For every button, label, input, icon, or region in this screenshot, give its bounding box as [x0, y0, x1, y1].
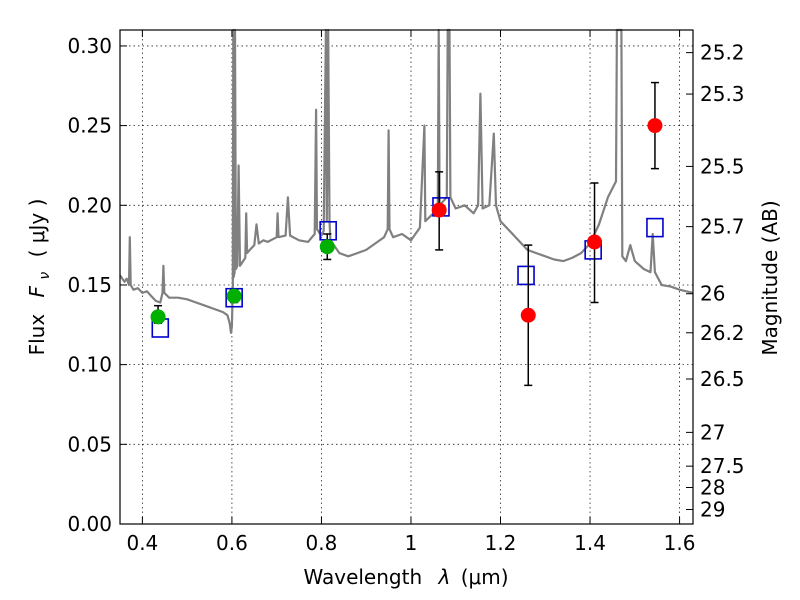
- tick-layer: 0.4 0.6 0.8 1 1.2 1.4 1.6 0.00 0.05 0.10 0.15 0.20 0…: [67, 30, 745, 555]
- x-tick-label: 1.2: [485, 531, 517, 555]
- marker-layer: [150, 81, 664, 387]
- y-tick-label: 0.10: [67, 353, 112, 377]
- y-tick-label: 0.30: [67, 34, 112, 58]
- y2-tick-label: 26.2: [700, 321, 745, 345]
- y-tick-label: 0.00: [67, 512, 112, 536]
- x-axis-label: Wavelength λ (μm): [303, 565, 508, 589]
- x-tick-label: 0.4: [126, 531, 158, 555]
- y2-tick-label: 27.5: [700, 454, 745, 478]
- red-data-point: [587, 234, 603, 250]
- y2-tick-label: 25.2: [700, 41, 745, 65]
- x-tick-label: 1.4: [574, 531, 606, 555]
- green-data-point: [226, 288, 242, 304]
- y2-tick-label: 28: [700, 476, 725, 500]
- y-axis-label-symbol: F: [25, 285, 49, 297]
- spectrum-line-layer: [119, 28, 694, 334]
- x-axis-label-prefix: Wavelength: [303, 565, 422, 589]
- y2-tick-label: 25.3: [700, 82, 745, 106]
- y2-tick-label: 25.7: [700, 215, 745, 239]
- y-axis-label-prefix: Flux: [25, 314, 49, 356]
- y-axis-label: Flux F ν ( μJy ): [25, 199, 54, 356]
- y-axis-label-symbol-sub: ν: [37, 272, 53, 280]
- green-data-point: [319, 239, 335, 255]
- model-square-point: [517, 265, 535, 286]
- y2-tick-label: 26.5: [700, 367, 745, 391]
- x-tick-label: 1: [405, 531, 418, 555]
- spectrum-line: [119, 28, 694, 334]
- y-tick-label: 0.20: [67, 193, 112, 217]
- green-data-point: [150, 309, 166, 325]
- x-tick-label: 0.8: [306, 531, 338, 555]
- x-tick-label: 0.6: [216, 531, 248, 555]
- x-axis-label-lambda: λ: [438, 565, 451, 589]
- y-tick-label: 0.25: [67, 114, 112, 138]
- y2-tick-label: 25.5: [700, 154, 745, 178]
- x-axis-label-unit: (μm): [461, 565, 509, 589]
- y2-tick-label: 27: [700, 420, 725, 444]
- plot-frame: [119, 29, 694, 525]
- y2-tick-label: 29: [700, 497, 725, 521]
- model-square-point: [646, 217, 664, 238]
- y-tick-label: 0.15: [67, 273, 112, 297]
- red-data-point: [647, 118, 663, 134]
- y2-tick-label: 26: [700, 282, 725, 306]
- y-axis-label-unit: ( μJy ): [25, 199, 49, 258]
- red-data-point: [431, 202, 447, 218]
- y-tick-label: 0.05: [67, 432, 112, 456]
- grid: [120, 30, 693, 525]
- y2-axis-label: Magnitude (AB): [758, 200, 782, 355]
- x-tick-label: 1.6: [664, 531, 696, 555]
- red-data-point: [520, 307, 536, 323]
